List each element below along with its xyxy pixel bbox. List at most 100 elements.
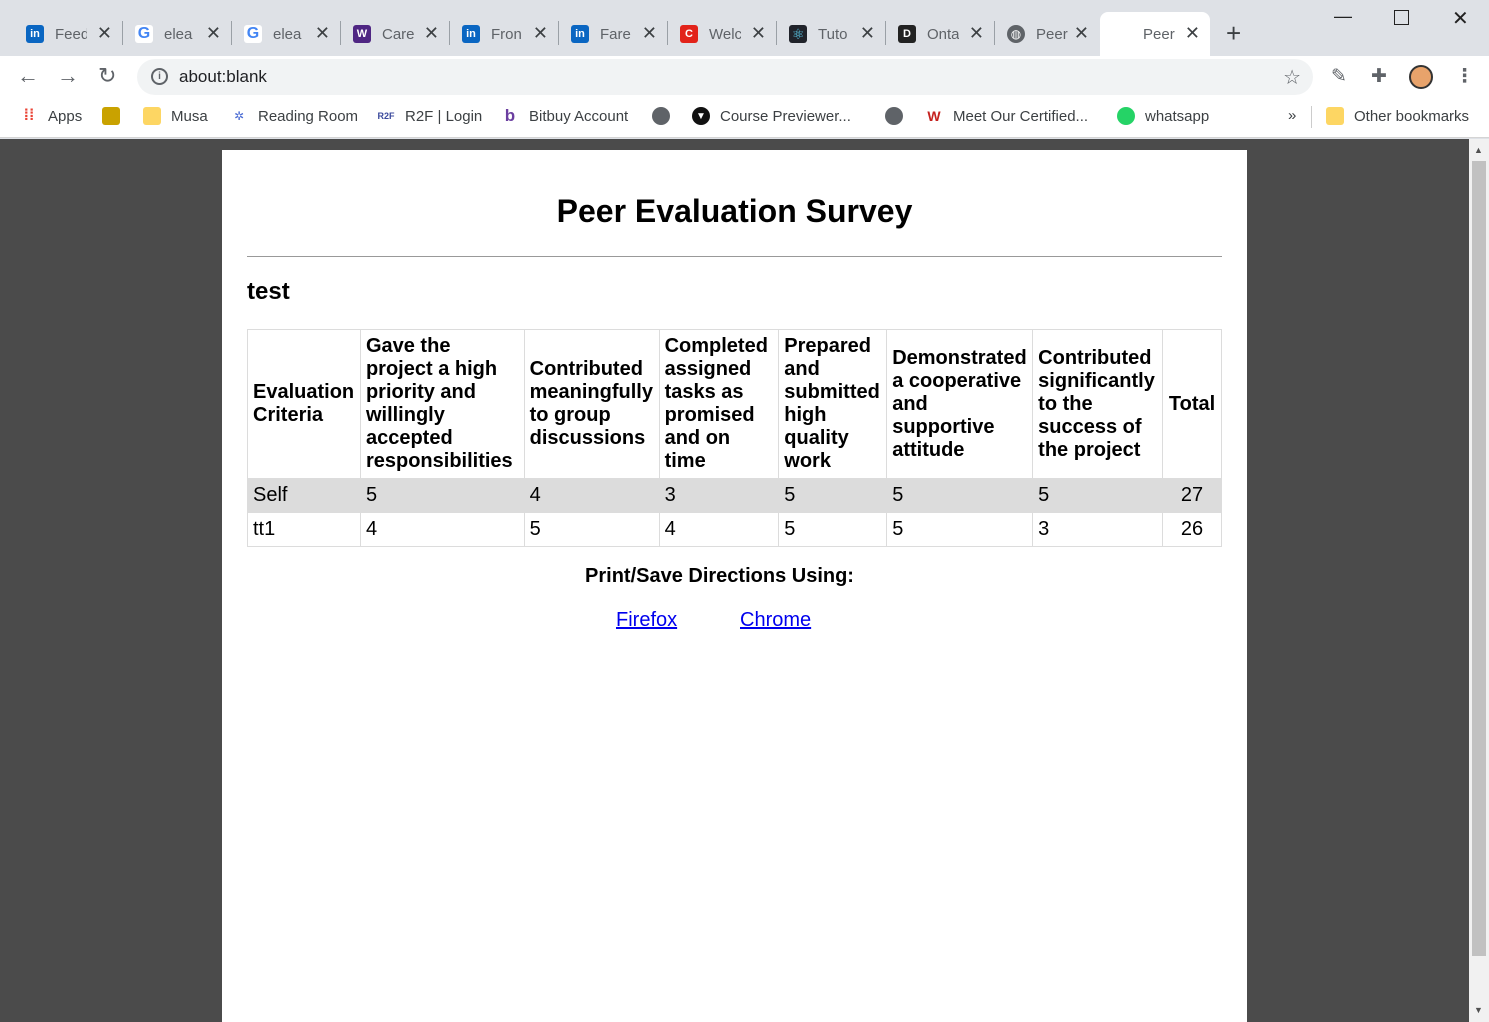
table-cell: Self [247,478,361,513]
tab-label: elea [164,25,193,43]
tab-strip: in Feed ✕ G elea ✕ G elea ✕ W Care ✕ in … [0,0,1489,56]
close-icon[interactable]: ✕ [314,23,330,43]
tab-label: Peer [1143,25,1175,43]
close-icon[interactable]: ✕ [968,23,984,43]
tab-8[interactable]: D Onta ✕ [886,12,994,56]
address-bar[interactable]: i about:blank ☆ [137,59,1313,95]
scrollbar-thumb[interactable] [1472,161,1486,956]
column-header-total: Total [1162,329,1222,479]
extensions-puzzle-icon[interactable]: ✚ [1371,66,1387,87]
column-header: Evaluation Criteria [247,329,361,479]
info-icon[interactable]: i [151,68,168,85]
column-header: Contributed meaningfully to group discus… [523,329,660,479]
bookmark-musa[interactable]: Musa [143,107,208,125]
column-header: Gave the project a high priority and wil… [359,329,525,479]
avatar[interactable] [1409,65,1433,89]
tab-2[interactable]: G elea ✕ [232,12,340,56]
bookmark-course-previewer[interactable]: ▼ Course Previewer... [692,107,851,125]
tab-5[interactable]: in Fare ✕ [559,12,667,56]
close-icon[interactable]: ✕ [750,23,766,43]
bookmarks-bar: ⁞⁞ Apps Musa ✲ Reading Room R2F R2F | Lo… [0,98,1489,138]
bookmark-whatsapp[interactable]: whatsapp [1117,107,1209,125]
table-cell: 5 [886,512,1034,547]
firefox-link[interactable]: Firefox [616,609,678,631]
bookmark-globe-2[interactable] [885,107,913,125]
bookmark-turtle[interactable] [102,107,130,125]
table-cell: 4 [658,512,780,547]
maximize-icon[interactable] [1394,10,1409,25]
google-icon: G [135,25,153,43]
url-text[interactable]: about:blank [179,67,267,86]
bookmarks-overflow[interactable]: » [1288,107,1296,124]
bitbuy-b-icon: b [504,106,516,125]
react-atom-icon: ⚛ [789,25,807,43]
blank-page-icon [1114,25,1132,43]
minimize-icon[interactable]: — [1334,6,1352,26]
dms-icon: D [898,25,916,43]
evaluation-table: Evaluation Criteria Gave the project a h… [247,329,1222,547]
table-cell: 5 [359,478,525,513]
folder-icon [1326,107,1344,125]
close-icon[interactable]: ✕ [423,23,439,43]
toolbar: ← → ↻ i about:blank ☆ ✎ ✚ ⋮ [0,56,1489,98]
tab-4[interactable]: in Fron ✕ [450,12,558,56]
bookmark-divider [1311,106,1312,128]
column-header: Prepared and submitted high quality work [778,329,888,479]
bookmark-globe[interactable] [652,107,680,125]
bookmark-label: Apps [48,107,83,125]
close-icon[interactable]: ✕ [96,23,112,43]
tab-3[interactable]: W Care ✕ [341,12,449,56]
tab-label: Fron [491,25,522,43]
r2f-icon: R2F [377,111,395,121]
new-tab-icon[interactable]: + [1226,18,1242,48]
tab-10-active[interactable]: Peer ✕ [1100,12,1210,56]
close-icon[interactable]: ✕ [1184,23,1200,43]
close-icon[interactable]: ✕ [1073,23,1089,43]
bookmark-label: Musa [171,107,208,125]
close-icon[interactable]: ✕ [859,23,875,43]
bookmark-apps[interactable]: ⁞⁞ Apps [20,107,83,125]
table-header-row: Evaluation Criteria Gave the project a h… [247,329,1222,479]
bookmark-meet-certified[interactable]: W Meet Our Certified... [925,107,1088,125]
scroll-up-icon[interactable]: ▲ [1474,145,1483,155]
table-cell: 5 [523,512,660,547]
tab-label: Welc [709,25,741,43]
bookmark-reading-room[interactable]: ✲ Reading Room [230,107,358,125]
vertical-scrollbar[interactable]: ▲ ▼ [1469,139,1489,1022]
eyedropper-icon[interactable]: ✎ [1331,66,1347,87]
tab-7[interactable]: ⚛ Tuto ✕ [777,12,885,56]
bookmark-label: Course Previewer... [720,107,851,125]
bookmark-star-icon[interactable]: ☆ [1283,67,1301,89]
tab-separator [122,21,123,45]
table-cell-total: 27 [1162,478,1222,513]
linkedin-icon: in [462,25,480,43]
tab-separator [449,21,450,45]
scroll-down-icon[interactable]: ▼ [1474,1005,1483,1015]
tab-0[interactable]: in Feed ✕ [14,12,122,56]
tab-label: elea [273,25,302,43]
bookmark-bitbuy[interactable]: b Bitbuy Account [501,106,628,125]
forward-arrow-icon[interactable]: → [57,63,79,88]
chrome-link[interactable]: Chrome [740,609,812,631]
table-cell: 5 [886,478,1034,513]
bookmark-label: Reading Room [258,107,359,125]
tab-9[interactable]: ◍ Peer ✕ [995,12,1099,56]
bookmark-other[interactable]: Other bookmarks [1326,107,1469,125]
close-icon[interactable]: ✕ [532,23,548,43]
tab-separator [667,21,668,45]
tab-1[interactable]: G elea ✕ [123,12,231,56]
bookmark-r2f[interactable]: R2F R2F | Login [377,107,482,125]
reload-icon[interactable]: ↻ [98,63,117,88]
turtle-icon [102,107,120,125]
table-cell: 3 [1032,512,1164,547]
back-arrow-icon[interactable]: ← [17,63,39,88]
google-icon: G [244,25,262,43]
close-icon[interactable]: ✕ [205,23,221,43]
tab-separator [994,21,995,45]
column-header: Contributed significantly to the success… [1032,329,1164,479]
close-icon[interactable]: ✕ [641,23,657,43]
window-close-icon[interactable]: ✕ [1452,8,1469,30]
tab-6[interactable]: C Welc ✕ [668,12,776,56]
table-cell: tt1 [247,512,361,547]
menu-kebab-icon[interactable]: ⋮ [1455,66,1474,87]
